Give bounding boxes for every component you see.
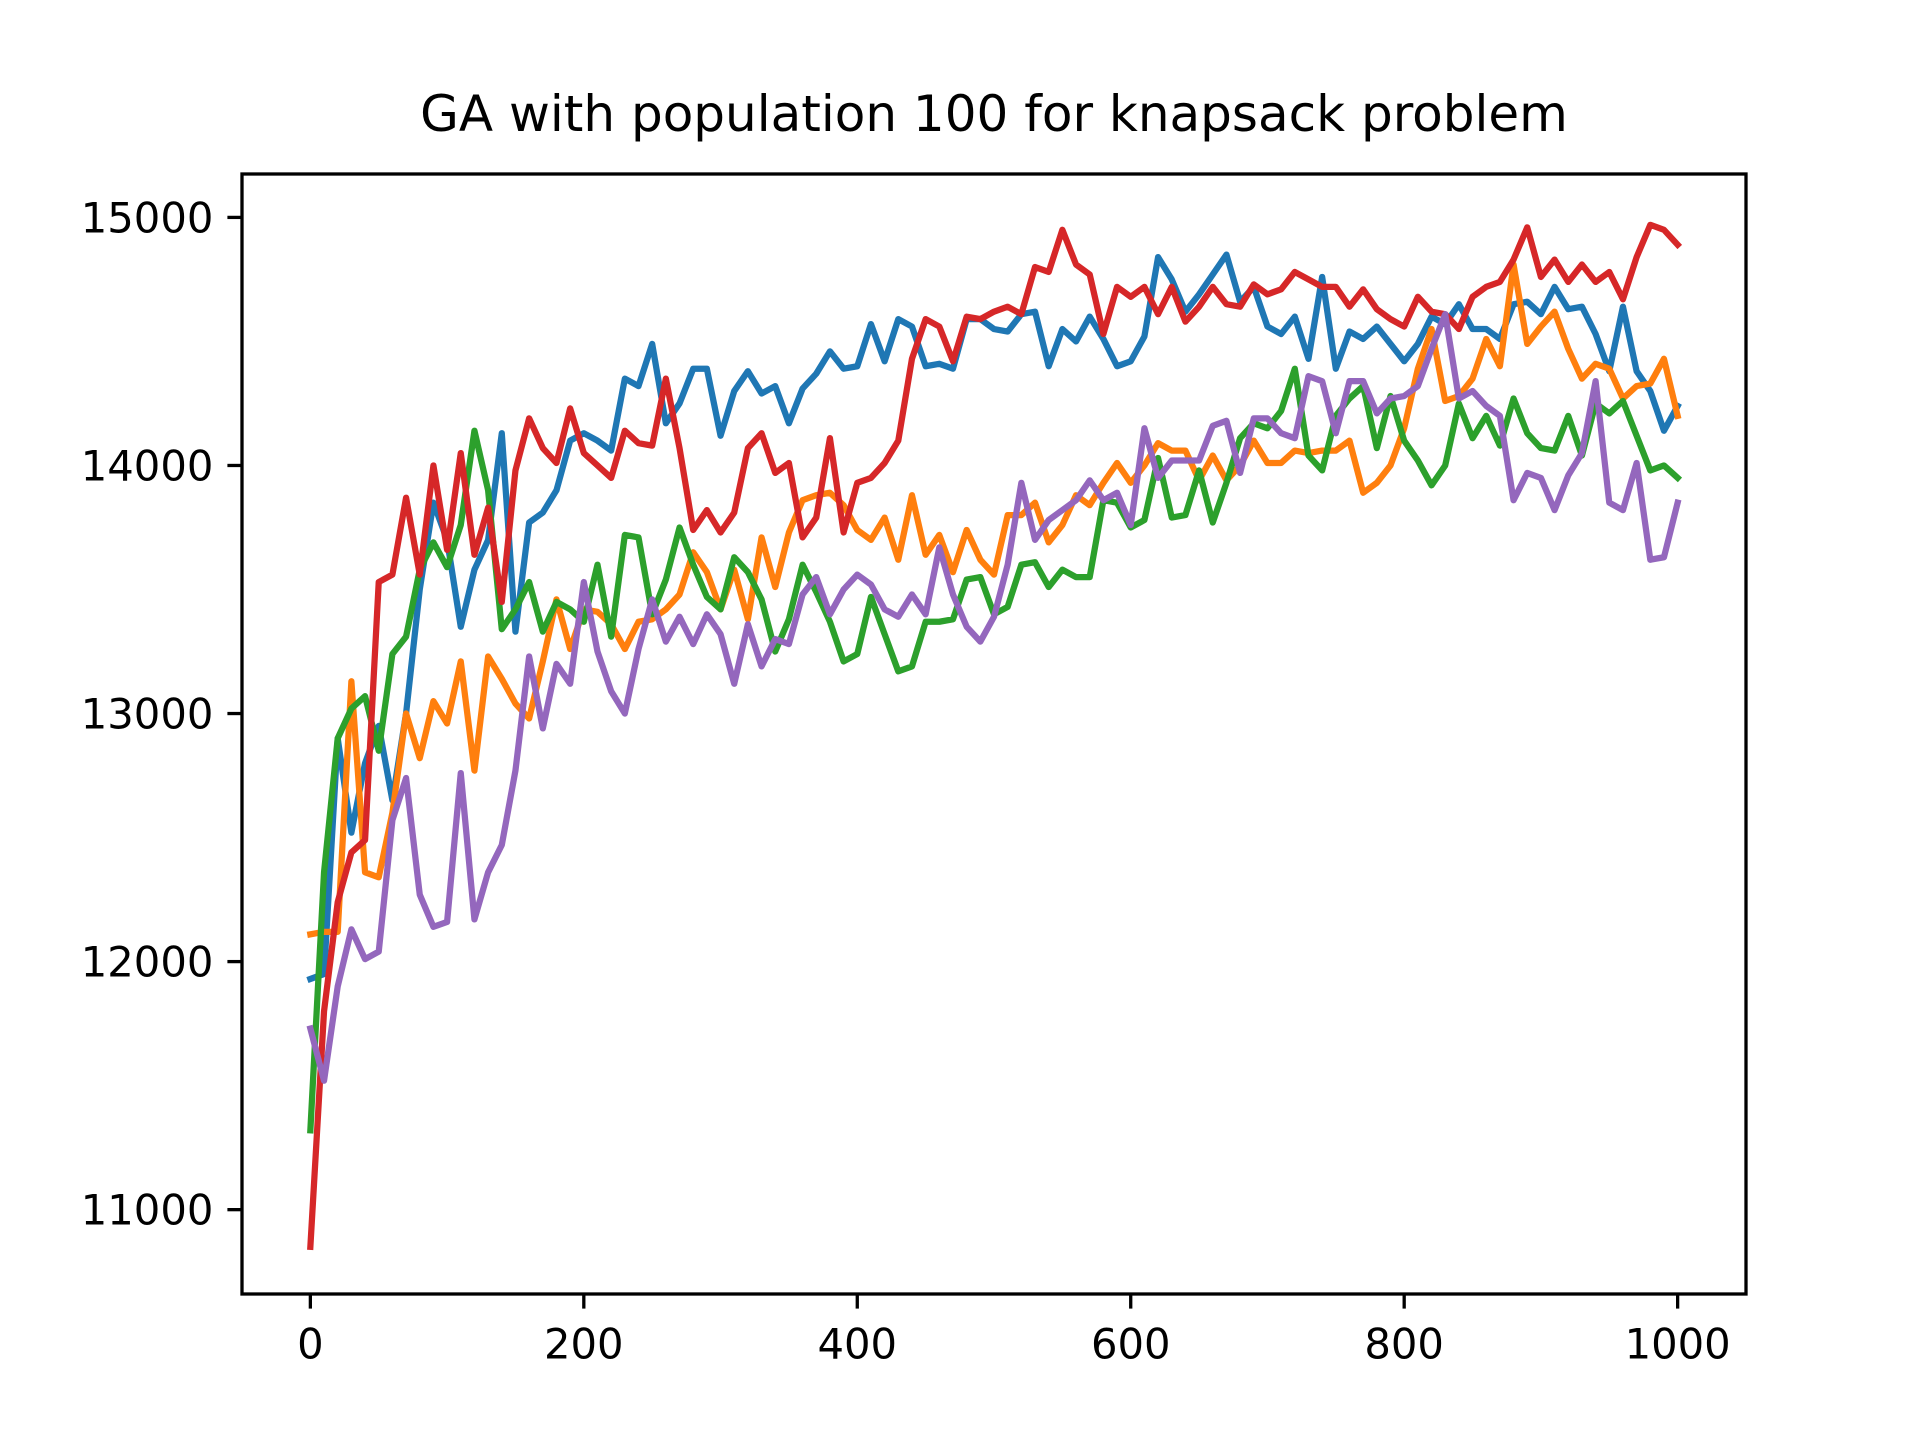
x-tick-label: 800 bbox=[1364, 1320, 1444, 1369]
y-tick-label: 15000 bbox=[81, 193, 214, 242]
axes-frame bbox=[240, 172, 1748, 1296]
x-tick-label: 0 bbox=[297, 1320, 324, 1369]
x-tick-label: 400 bbox=[817, 1320, 897, 1369]
x-tick-label: 200 bbox=[544, 1320, 624, 1369]
data-line bbox=[307, 221, 1683, 1251]
x-tick-label: 600 bbox=[1091, 1320, 1171, 1369]
data-line bbox=[306, 261, 1682, 938]
y-tick-label: 12000 bbox=[81, 938, 214, 987]
y-tick-label: 13000 bbox=[81, 690, 214, 739]
x-tick-label: 1000 bbox=[1625, 1320, 1731, 1369]
y-tick-label: 11000 bbox=[81, 1186, 214, 1235]
data-line bbox=[306, 311, 1682, 1084]
y-tick-label: 14000 bbox=[81, 441, 214, 490]
chart-title: GA with population 100 for knapsack prob… bbox=[420, 85, 1568, 143]
